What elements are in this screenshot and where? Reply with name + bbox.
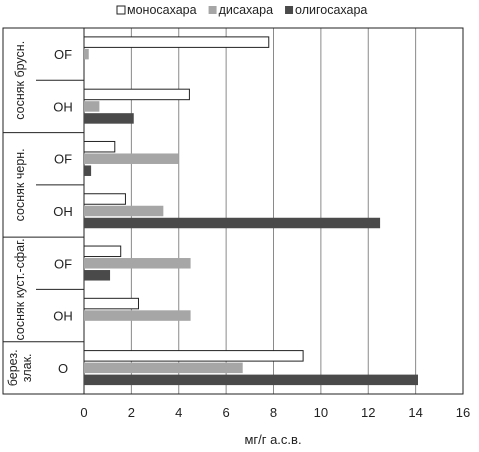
x-tick-label: 4 — [175, 405, 182, 420]
subgroup-label: OF — [54, 152, 72, 167]
legend-swatch-0 — [116, 5, 126, 15]
bar-олигосахара-3 — [84, 217, 381, 229]
subgroup-label: OH — [53, 204, 73, 219]
x-tick-label: 8 — [270, 405, 277, 420]
bars — [83, 36, 418, 386]
subgroup-label: OH — [53, 309, 73, 324]
bar-моносахара-3 — [83, 193, 126, 205]
x-axis-label: мг/г а.с.в. — [244, 432, 301, 447]
plot-frame — [2, 27, 464, 395]
bar-моносахара-4 — [83, 245, 122, 258]
legend-swatch-2 — [285, 6, 294, 14]
subgroup-label: O — [58, 361, 68, 376]
legend-label-1: дисахара — [219, 3, 273, 17]
bar-моносахара-0 — [83, 36, 270, 48]
subgroup-label: OF — [54, 47, 72, 62]
bar-моносахара-5 — [83, 297, 139, 310]
subgroup-label: OH — [53, 99, 73, 114]
bar-дисахара-1 — [84, 101, 100, 112]
x-tick-label: 16 — [456, 405, 470, 420]
bar-олигосахара-6 — [84, 374, 418, 386]
x-tick-label: 6 — [223, 405, 230, 420]
bar-олигосахара-2 — [84, 165, 92, 176]
bar-дисахара-3 — [84, 205, 164, 217]
bar-моносахара-6 — [83, 350, 304, 362]
x-tick-label: 2 — [128, 405, 135, 420]
group-label: сосняк брусн. — [13, 41, 27, 120]
bar-моносахара-2 — [83, 140, 116, 153]
legend-swatch-1 — [208, 6, 217, 14]
bar-дисахара-6 — [84, 362, 243, 374]
bar-дисахара-0 — [84, 48, 89, 60]
x-tick-label: 14 — [408, 405, 422, 420]
group-label: сосняк куст.-сфаг. — [13, 238, 27, 340]
bar-дисахара-5 — [84, 310, 191, 321]
bar-олигосахара-1 — [84, 113, 134, 124]
bar-дисахара-2 — [84, 153, 179, 164]
bar-моносахара-1 — [83, 88, 190, 101]
legend-label-2: олигосахара — [295, 3, 367, 17]
x-tick-label: 10 — [314, 405, 328, 420]
x-tick-label: 0 — [80, 405, 87, 420]
legend: моносахара дисахара олигосахара — [116, 3, 367, 17]
group-label: сосняк черн. — [13, 148, 27, 221]
group-label-line: берез. — [6, 349, 20, 386]
bar-олигосахара-4 — [84, 270, 111, 281]
subgroup-label: OF — [54, 256, 72, 271]
group-label: берез.злак. — [6, 349, 34, 386]
group-frame — [2, 27, 464, 395]
group-label-line: злак. — [20, 353, 34, 382]
bar-дисахара-4 — [84, 258, 191, 269]
x-tick-labels: 0 2 4 6 8 10 12 14 16 — [80, 405, 470, 420]
x-tick-label: 12 — [361, 405, 375, 420]
legend-label-0: моносахара — [127, 3, 197, 17]
